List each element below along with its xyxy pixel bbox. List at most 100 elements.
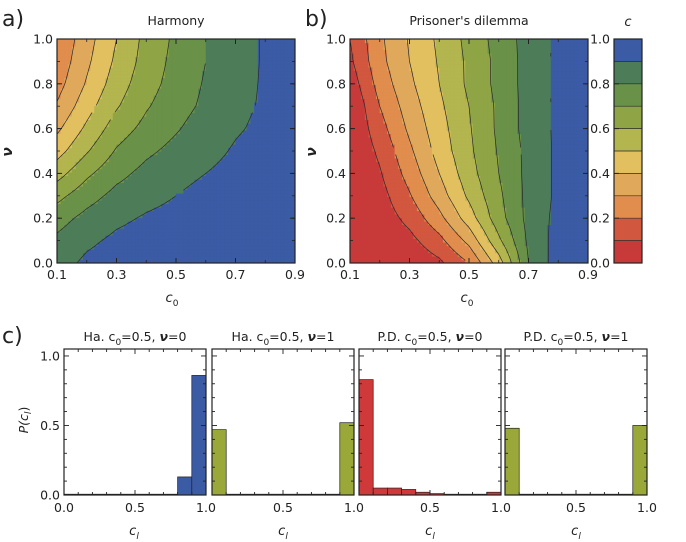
panel-a-cell: [112, 207, 118, 212]
panel-a-cell: [172, 126, 177, 131]
panel-a-cell: [291, 189, 295, 194]
panel-a-cell: [79, 119, 84, 124]
panel-a-cell: [220, 186, 225, 191]
panel-a-cell: [60, 123, 66, 128]
panel-a-cell: [168, 60, 173, 65]
panel-a-cell: [90, 39, 95, 44]
panel-a-cell: [280, 95, 285, 100]
panel-a-cell: [135, 102, 140, 107]
panel-a-cell: [176, 140, 181, 145]
panel-a-cell: [179, 91, 185, 96]
panel-a-cell: [265, 126, 270, 131]
panel-a-cell: [83, 123, 88, 128]
panel-a-cell: [68, 175, 73, 180]
panel-a-cell: [194, 133, 199, 138]
panel-a-cell: [109, 105, 114, 110]
panel-a-cell: [153, 231, 159, 236]
panel-b-cell: [506, 224, 511, 229]
panel-b-cell: [446, 249, 452, 254]
panel-a-cell: [123, 217, 129, 222]
panel-a-cell: [75, 88, 80, 93]
panel-a-cell: [146, 91, 151, 96]
panel-b-cell: [483, 256, 489, 261]
panel-a-cell: [213, 116, 218, 121]
panel-a-cell: [116, 39, 121, 44]
panel-a-cell: [194, 168, 199, 173]
panel-a-cell: [120, 130, 125, 135]
panel-a-cell: [161, 228, 166, 233]
panel-b-cell: [569, 249, 574, 254]
panel-a-cell: [235, 217, 240, 222]
panel-a-cell: [79, 116, 84, 121]
panel-a-cell: [79, 98, 84, 103]
panel-a-cell: [109, 242, 114, 247]
panel-b-cell: [461, 249, 466, 254]
panel-a-cell: [86, 231, 92, 236]
panel-b-cell: [350, 231, 355, 236]
panel-a-cell: [190, 105, 196, 110]
panel-a-cell: [179, 74, 185, 79]
panel-a-cell: [120, 200, 125, 205]
panel-a-cell: [272, 175, 278, 180]
panel-b-cell: [364, 228, 370, 233]
panel-a-cell: [272, 123, 278, 128]
panel-b-cell: [539, 235, 544, 240]
panel-a-cell: [138, 126, 144, 131]
panel-b-cell: [465, 245, 470, 250]
panel-a-cell: [187, 98, 192, 103]
panel-a-cell: [138, 147, 144, 152]
panel-a-cell: [224, 189, 229, 194]
panel-a-cell: [86, 256, 92, 261]
panel-a-cell: [213, 161, 218, 166]
panel-a-cell: [161, 182, 166, 187]
panel-a-cell: [276, 70, 281, 75]
panel-a-cell: [228, 196, 233, 201]
panel-b-cell: [513, 224, 518, 229]
panel-a-cell: [242, 175, 248, 180]
panel-a-cell: [138, 140, 144, 145]
panel-a-cell: [220, 214, 225, 219]
panel-b-cell: [472, 245, 478, 250]
panel-a-cell: [123, 109, 129, 114]
panel-a-cell: [209, 102, 214, 107]
panel-a-cell: [209, 203, 214, 208]
panel-a-cell: [131, 42, 136, 47]
panel-a-cell: [291, 74, 295, 79]
panel-b-cell: [379, 224, 385, 229]
panel-a-cell: [131, 179, 136, 184]
panel-a-cell: [86, 228, 92, 233]
panel-a-cell: [153, 67, 159, 72]
panel-a-cell: [86, 109, 92, 114]
panel-b-cell: [521, 242, 526, 247]
panel-a-cell: [94, 133, 99, 138]
panel-a-cell: [250, 203, 255, 208]
panel-a-cell: [64, 242, 69, 247]
panel-a-cell: [231, 168, 237, 173]
panel-a-cell: [75, 154, 80, 159]
panel-a-cell: [265, 109, 270, 114]
panel-a-cell: [291, 84, 295, 89]
panel-a-cell: [246, 105, 251, 110]
panel-a-cell: [231, 112, 237, 117]
panel-a-cell: [142, 193, 147, 198]
panel-a-cell: [105, 179, 110, 184]
panel-a-cell: [101, 245, 106, 250]
panel-a-cell: [64, 42, 69, 47]
panel-a-cell: [254, 200, 259, 205]
panel-a-cell: [157, 189, 162, 194]
panel-b-cell: [446, 245, 452, 250]
panel-a-cell: [116, 81, 121, 86]
panel-b-cell: [476, 252, 481, 257]
panel-a-cell: [68, 238, 73, 243]
panel-a-cell: [127, 147, 132, 152]
panel-a-cell: [161, 42, 166, 47]
panel-a-cell: [79, 105, 84, 110]
panel-a-cell: [220, 158, 225, 163]
panel-a-cell: [79, 196, 84, 201]
panel-a-cell: [205, 217, 211, 222]
panel-a-cell: [213, 165, 218, 170]
panel-a-cell: [153, 74, 159, 79]
panel-a-cell: [105, 91, 110, 96]
panel-a-cell: [287, 161, 292, 166]
panel-a-cell: [172, 158, 177, 163]
